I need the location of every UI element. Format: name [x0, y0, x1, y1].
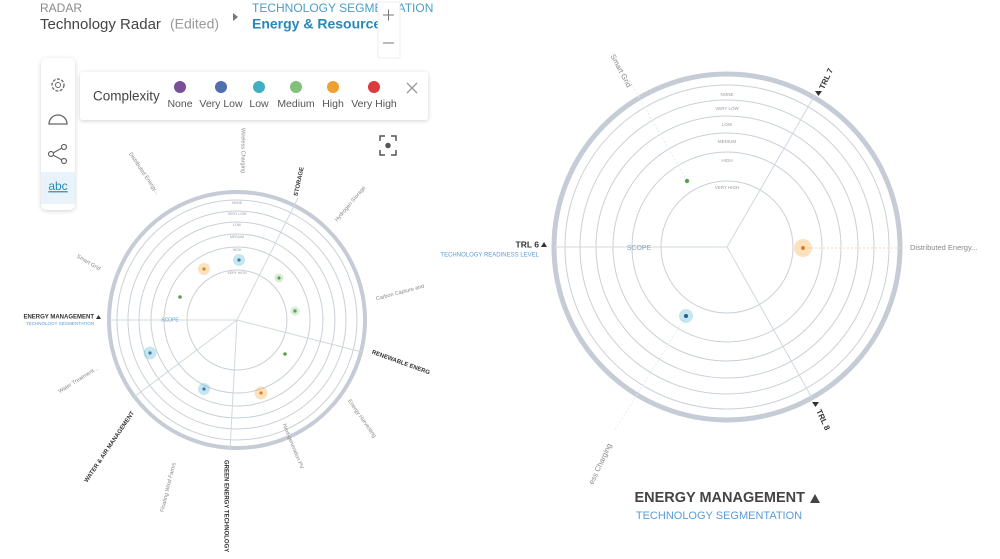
- axis-marker: [815, 91, 822, 96]
- tech-dot[interactable]: [178, 295, 182, 299]
- legend-swatch: [290, 81, 302, 93]
- ring-label: MEDIUM: [718, 139, 736, 144]
- tech-dot[interactable]: [277, 276, 281, 280]
- sort-indicator: [541, 242, 547, 247]
- legend-swatch: [174, 81, 186, 93]
- active-tool: [41, 172, 75, 204]
- tech-dot[interactable]: [202, 267, 206, 271]
- left-radar: NONE VERY LOW LOW MEDIUM HIGH VERY HIGH …: [23, 128, 430, 552]
- sort-indicator: [810, 494, 820, 503]
- tech-label[interactable]: Hydrogen Storage: [334, 185, 367, 223]
- leader-line: [631, 84, 688, 182]
- legend-title: Complexity: [93, 89, 160, 104]
- tech-label[interactable]: Distributed Energy...: [127, 152, 160, 197]
- segment-label[interactable]: GREEN ENERGY TECHNOLOGY: [222, 460, 228, 552]
- legend-label: Very High: [351, 98, 397, 110]
- center-label: SCOPE: [627, 245, 652, 252]
- tech-label[interactable]: Smart Grid: [608, 53, 633, 89]
- ring-label: HIGH: [721, 158, 732, 163]
- legend-swatch: [253, 81, 265, 93]
- legend-label: Very Low: [199, 98, 243, 110]
- legend-items: None Very Low Low Medium High Very High: [167, 81, 397, 110]
- ring-label: LOW: [722, 122, 733, 127]
- zoom-control[interactable]: [377, 1, 401, 59]
- ring-label: MEDIUM: [230, 235, 244, 239]
- network-icon[interactable]: [47, 143, 68, 165]
- spoke: [236, 197, 299, 321]
- legend-swatch: [368, 81, 380, 93]
- tech-label[interactable]: Distributed Energy...: [910, 243, 977, 252]
- axis-label[interactable]: TRL 6: [516, 239, 540, 249]
- ring-label: NONE: [232, 201, 243, 205]
- close-legend[interactable]: [406, 82, 418, 94]
- legend-swatch: [327, 81, 339, 93]
- legend-label: High: [322, 98, 344, 110]
- tech-label[interactable]: Smart Grid: [75, 254, 101, 272]
- ring-label: HIGH: [233, 248, 242, 252]
- segment-label[interactable]: STORAGE: [294, 167, 306, 197]
- radar-name[interactable]: Technology Radar: [40, 16, 161, 33]
- radar-view-icon[interactable]: [48, 114, 68, 125]
- axis-marker: [812, 402, 819, 407]
- legend-label: Medium: [277, 98, 315, 110]
- zoom-box: [377, 1, 401, 59]
- spoke: [229, 319, 238, 451]
- text-tool[interactable]: abc: [48, 179, 67, 193]
- settings-icon[interactable]: [51, 78, 65, 92]
- breadcrumb-root[interactable]: RADAR: [40, 1, 82, 15]
- segment-label: TECHNOLOGY SEGMENTATION: [252, 1, 433, 15]
- status: (Edited): [170, 16, 219, 32]
- breadcrumb-caret: [233, 13, 238, 21]
- tech-dot[interactable]: [684, 178, 690, 184]
- segment-label[interactable]: RENEWABLE ENERG: [371, 350, 431, 377]
- tech-dot[interactable]: [148, 351, 152, 355]
- spoke: [726, 94, 816, 248]
- footer-subtitle: TECHNOLOGY SEGMENTATION: [636, 510, 802, 522]
- tech-dot[interactable]: [259, 391, 263, 395]
- tech-dot[interactable]: [202, 387, 206, 391]
- spoke: [236, 319, 363, 353]
- axis-label[interactable]: TRL 8: [814, 408, 832, 432]
- tech-dot[interactable]: [293, 309, 297, 313]
- segment-label[interactable]: WATER & AIR MANAGEMENT: [84, 410, 136, 484]
- legend-panel: [80, 72, 428, 120]
- legend-label: Low: [249, 98, 269, 110]
- right-radar: NONE VERY LOW LOW MEDIUM HIGH VERY HIGH …: [440, 53, 977, 522]
- spoke: [133, 319, 238, 398]
- segment-name[interactable]: Energy & Resources: [252, 16, 389, 32]
- tech-dot[interactable]: [283, 352, 287, 356]
- tech-label[interactable]: Energy Harvesting: [346, 399, 377, 440]
- ring-label: VERY LOW: [715, 106, 739, 111]
- ring-label: NONE: [720, 92, 733, 97]
- legend-label: None: [167, 98, 192, 110]
- focus-icon[interactable]: [379, 135, 397, 156]
- tech-label[interactable]: Wireless Charging: [240, 128, 246, 173]
- segment-caption: TECHNOLOGY SEGMENTATION: [26, 321, 94, 326]
- center-label: SCOPE: [161, 317, 179, 323]
- segment-label[interactable]: ENERGY MANAGEMENT: [23, 315, 94, 321]
- ring-label: LOW: [233, 223, 242, 227]
- tech-label[interactable]: Floating Wind Farms: [160, 462, 178, 513]
- footer-title[interactable]: ENERGY MANAGEMENT: [634, 490, 805, 506]
- ring-label: VERY HIGH: [715, 185, 740, 190]
- sort-indicator: [96, 315, 101, 319]
- tech-dot[interactable]: [237, 258, 241, 262]
- tech-dot[interactable]: [801, 246, 805, 250]
- tech-label[interactable]: ess Charging: [587, 442, 614, 486]
- tech-dot[interactable]: [684, 314, 688, 318]
- ring-label: VERY LOW: [228, 212, 247, 216]
- tech-label[interactable]: Water Treatment...: [58, 366, 100, 395]
- ring-label: VERY HIGH: [227, 271, 247, 275]
- axis-caption: TECHNOLOGY READINESS LEVEL: [440, 253, 539, 259]
- tech-label[interactable]: Carbon Capture and: [375, 284, 425, 303]
- spoke: [726, 246, 813, 399]
- legend-swatch: [215, 81, 227, 93]
- axis-label[interactable]: TRL 7: [818, 66, 836, 90]
